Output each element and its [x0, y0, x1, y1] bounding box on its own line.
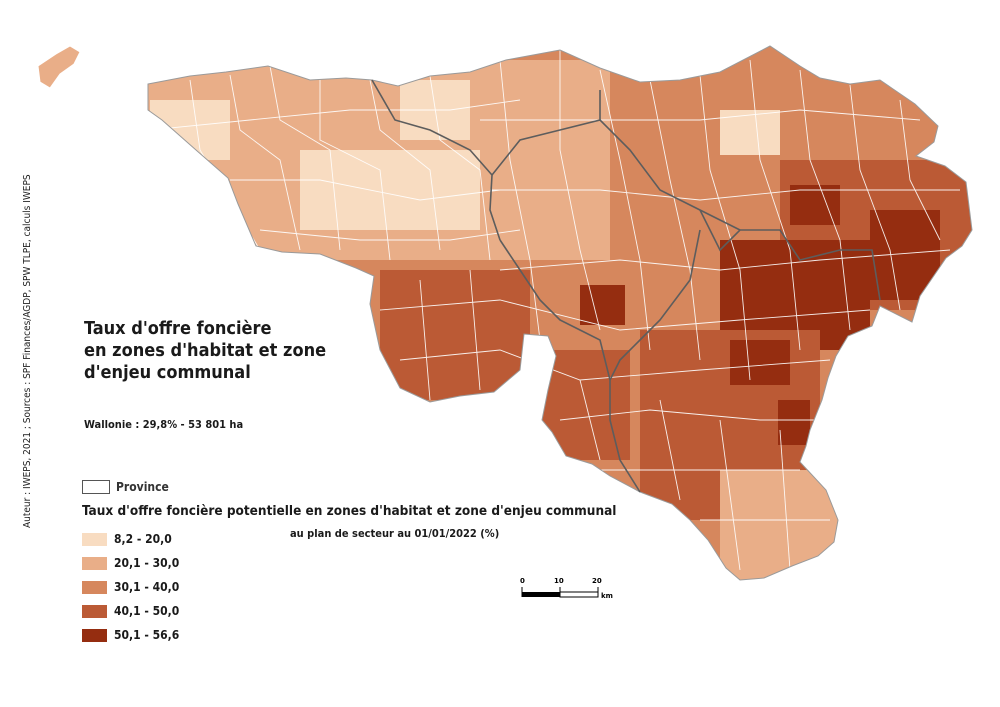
legend-label-5: 50,1 - 56,6 [114, 628, 180, 642]
map-title: Taux d'offre foncière en zones d'habitat… [84, 318, 344, 384]
source-credit: Auteur : IWEPS, 2021 ; Sources : SPF Fin… [22, 174, 33, 528]
region-chimay [380, 270, 530, 400]
region-namur-north [490, 150, 610, 260]
map-title-line-3: d'enjeu communal [84, 362, 251, 383]
legend-label-4: 40,1 - 50,0 [114, 604, 180, 618]
legend-swatch-1 [82, 532, 107, 546]
province-border-hainaut-namur [499, 239, 641, 493]
province-swatch [82, 480, 110, 494]
region-hainaut-west-lightest [150, 100, 230, 160]
map-title-line-2: en zones d'habitat et zone [84, 340, 327, 361]
region-arlon-light [720, 470, 840, 580]
legend-subtitle: au plan de secteur au 01/01/2022 (%) [290, 527, 500, 540]
scale-tick-10: 10 [554, 577, 564, 585]
province-border-namur-liege [599, 119, 741, 231]
region-bastogne-dark [730, 340, 790, 385]
region-mons-lightest [300, 150, 480, 230]
region-namur-spot [580, 285, 625, 325]
legend-item-2: 20,1 - 30,0 [82, 556, 179, 570]
legend-label-3: 30,1 - 40,0 [114, 580, 180, 594]
scale-bar: 0 10 20 km [520, 577, 613, 600]
legend-item-5: 50,1 - 56,6 [82, 628, 179, 642]
legend-swatch-5 [82, 628, 107, 642]
province-legend-label: Province [116, 480, 169, 494]
legend-swatch-2 [82, 556, 107, 570]
region-liege-light [720, 110, 780, 155]
province-legend: Province [82, 480, 169, 494]
legend-swatch-3 [82, 580, 107, 594]
legend-item-1: 8,2 - 20,0 [82, 532, 172, 546]
legend-label-2: 20,1 - 30,0 [114, 556, 180, 570]
legend-swatch-4 [82, 604, 107, 618]
scale-segment-light [559, 591, 599, 598]
scale-tick-0: 0 [520, 577, 525, 585]
region-lux-east-dark [778, 400, 810, 445]
comines-exclave [37, 45, 81, 89]
province-borders [371, 79, 881, 493]
legend-title: Taux d'offre foncière potentielle en zon… [82, 503, 617, 519]
map-title-line-1: Taux d'offre foncière [84, 318, 272, 339]
commune-borders [149, 50, 960, 571]
province-border-hainaut-brabant [371, 79, 501, 241]
province-border-namur-lux [609, 229, 701, 381]
legend-item-3: 30,1 - 40,0 [82, 580, 179, 594]
legend-item-4: 40,1 - 50,0 [82, 604, 179, 618]
province-border-liege-lux [699, 209, 881, 301]
scale-tick-20: 20 [592, 577, 602, 585]
wallonia-summary: Wallonie : 29,8% - 53 801 ha [84, 418, 244, 431]
legend-label-1: 8,2 - 20,0 [114, 532, 172, 546]
province-border-brabant-namur [491, 90, 601, 176]
scale-unit: km [601, 592, 613, 600]
scale-segment-dark [522, 592, 560, 597]
